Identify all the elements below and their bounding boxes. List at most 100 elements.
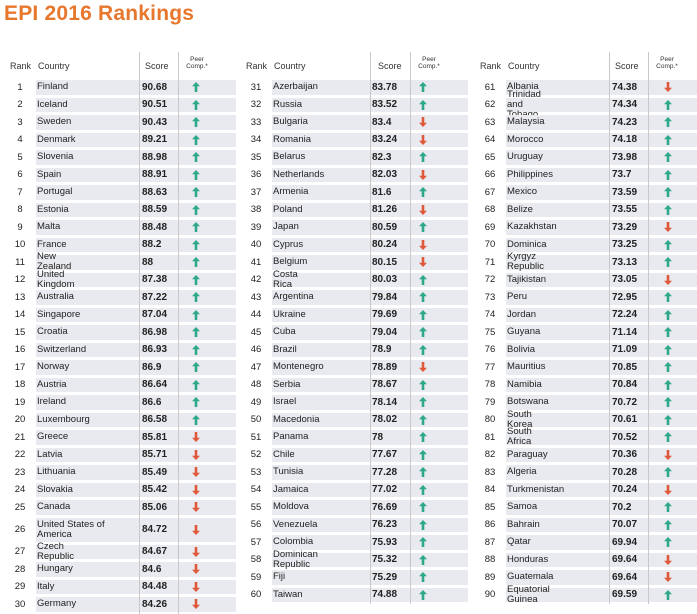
country-cell: Samoa — [507, 501, 538, 513]
country-cell: Honduras — [507, 553, 549, 565]
score-cell: 77.02 — [372, 484, 398, 496]
country-cell: Austria — [37, 378, 67, 390]
arrow-up-icon — [416, 429, 430, 446]
rank-cell: 73 — [484, 291, 496, 303]
country-cell: Norway — [37, 361, 70, 373]
country-cell: Belize — [507, 203, 533, 215]
arrow-up-icon — [189, 394, 203, 411]
score-cell: 73.25 — [612, 239, 638, 251]
score-cell: 86.6 — [142, 396, 162, 408]
row-band — [36, 272, 236, 287]
rank-cell: 26 — [14, 524, 26, 535]
country-cell: Macedonia — [273, 413, 320, 425]
country-cell: Ireland — [37, 396, 67, 408]
score-cell: 75.29 — [372, 571, 398, 583]
score-cell: 86.9 — [142, 361, 162, 373]
rank-cell: 83 — [484, 466, 496, 478]
rank-cell: 72 — [484, 274, 496, 286]
rank-cell: 11 — [15, 256, 25, 268]
country-cell: Montenegro — [273, 361, 324, 373]
country-cell: Bulgaria — [273, 116, 308, 128]
row-band — [506, 202, 697, 217]
country-cell: Fiji — [273, 571, 286, 583]
country-cell: Chile — [273, 448, 295, 460]
arrow-up-icon — [189, 377, 203, 394]
arrow-up-icon — [416, 377, 430, 394]
peer-header-line1: Peer — [660, 56, 674, 63]
country-cell: Denmark — [37, 133, 76, 145]
row-band — [36, 500, 236, 515]
row-band — [36, 255, 236, 270]
arrow-up-icon — [189, 289, 203, 306]
country-cell: New Zealand — [37, 251, 72, 273]
arrow-up-icon — [661, 97, 675, 114]
country-cell: Philippines — [507, 168, 553, 180]
arrow-up-icon — [416, 482, 430, 499]
country-cell: Portugal — [37, 186, 73, 198]
country-cell: Slovenia — [37, 151, 74, 163]
country-cell: Uruguay — [507, 151, 543, 163]
row-band — [506, 97, 697, 112]
rank-cell: 2 — [17, 99, 23, 111]
rank-cell: 89 — [484, 571, 496, 583]
rank-cell: 16 — [14, 344, 26, 356]
arrow-up-icon — [189, 324, 203, 341]
arrow-down-icon — [661, 569, 675, 586]
country-cell: Belarus — [273, 151, 306, 163]
score-cell: 79.84 — [372, 291, 398, 303]
rank-cell: 65 — [484, 151, 496, 163]
arrow-up-icon — [661, 324, 675, 341]
arrow-down-icon — [189, 544, 203, 561]
country-cell: Netherlands — [273, 168, 325, 180]
score-cell: 78 — [372, 431, 384, 443]
score-cell: 79.04 — [372, 326, 398, 338]
peer-header-line2: Comp.* — [418, 63, 440, 70]
arrow-down-icon — [416, 202, 430, 219]
country-cell: Bahrain — [507, 518, 540, 530]
row-band — [506, 552, 697, 567]
arrow-up-icon — [416, 307, 430, 324]
arrow-up-icon — [661, 377, 675, 394]
arrow-up-icon — [189, 359, 203, 376]
score-cell: 69.64 — [612, 571, 638, 583]
rank-cell: 62 — [484, 99, 496, 111]
country-cell: Cyprus — [273, 238, 304, 250]
score-cell: 83.4 — [372, 116, 392, 128]
country-cell: Argentina — [273, 291, 314, 303]
arrow-up-icon — [661, 534, 675, 551]
rank-cell: 78 — [484, 379, 496, 391]
rank-cell: 86 — [484, 519, 496, 531]
rank-cell: 74 — [484, 309, 496, 321]
arrow-up-icon — [416, 394, 430, 411]
score-cell: 70.84 — [612, 379, 638, 391]
rank-cell: 80 — [484, 414, 496, 426]
rank-cell: 47 — [250, 361, 262, 373]
country-cell: Guatemala — [507, 571, 554, 583]
rank-cell: 21 — [14, 431, 26, 443]
country-cell: Japan — [273, 221, 299, 233]
rank-cell: 67 — [484, 186, 496, 198]
arrow-up-icon — [189, 167, 203, 184]
country-cell: Paraguay — [507, 448, 548, 460]
score-cell: 88.98 — [142, 151, 168, 163]
country-cell: Israel — [273, 396, 297, 408]
row-band — [36, 220, 236, 235]
arrow-down-icon — [189, 464, 203, 481]
country-cell: United Kingdom — [37, 268, 75, 290]
rank-cell: 19 — [14, 396, 26, 408]
row-band — [506, 570, 697, 585]
country-cell: Lithuania — [37, 466, 76, 478]
score-cell: 73.98 — [612, 151, 638, 163]
row-band — [506, 237, 697, 252]
row-band — [506, 377, 697, 392]
score-cell: 88.48 — [142, 221, 168, 233]
arrow-up-icon — [416, 569, 430, 586]
country-cell: Algeria — [507, 466, 537, 478]
score-cell: 72.95 — [612, 291, 638, 303]
score-cell: 70.61 — [612, 414, 638, 426]
score-cell: 69.94 — [612, 536, 638, 548]
score-cell: 87.22 — [142, 291, 168, 303]
score-cell: 82.3 — [372, 151, 392, 163]
peer-comp-header: Peer Comp.* — [651, 56, 683, 70]
country-cell: Albania — [507, 81, 539, 93]
